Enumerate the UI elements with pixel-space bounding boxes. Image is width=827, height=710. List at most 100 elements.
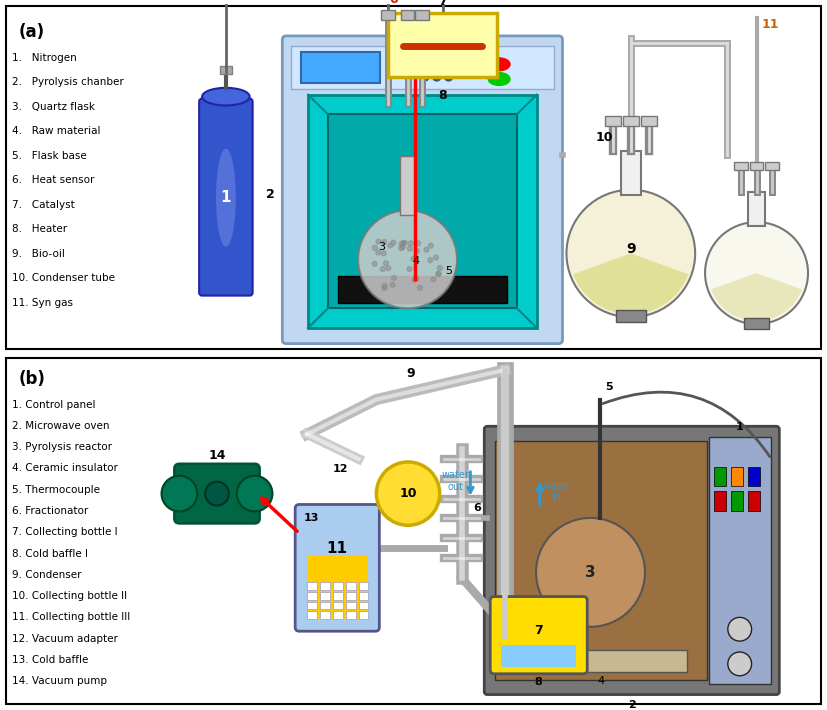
Circle shape [237,476,272,511]
Text: 10: 10 [399,487,417,500]
Circle shape [416,256,421,261]
Circle shape [413,275,418,280]
Circle shape [427,246,432,251]
Text: 6. Fractionator: 6. Fractionator [12,506,88,516]
Bar [731,491,743,511]
Text: 11: 11 [327,540,347,555]
Bar [748,466,759,486]
Circle shape [405,268,410,273]
FancyBboxPatch shape [174,464,260,523]
Bar [291,45,553,89]
Text: 14: 14 [208,449,226,462]
Circle shape [431,265,436,270]
Circle shape [398,270,403,275]
Bar [320,581,330,589]
Circle shape [432,246,437,251]
Circle shape [445,73,452,81]
Bar [399,156,415,215]
Circle shape [427,244,432,249]
Circle shape [445,52,452,60]
Bar [388,13,497,77]
Bar [308,94,537,328]
Circle shape [433,260,437,265]
Text: 5. Thermocouple: 5. Thermocouple [12,485,100,495]
Circle shape [388,266,393,271]
Text: 8.   Heater: 8. Heater [12,224,67,234]
Bar [346,581,356,589]
Text: 9: 9 [626,241,636,256]
Text: 11. Syn gas: 11. Syn gas [12,297,73,307]
Bar [301,52,380,83]
Bar [307,611,317,619]
Circle shape [358,210,457,308]
Bar [400,11,414,20]
Circle shape [404,289,409,294]
Bar [346,601,356,609]
Text: 10: 10 [595,131,613,144]
Bar [307,591,317,599]
Circle shape [432,280,437,285]
Circle shape [566,190,696,317]
Text: 12. Vacuum adapter: 12. Vacuum adapter [12,634,118,644]
Bar [734,163,748,170]
Bar [307,601,317,609]
Bar [220,66,232,74]
Circle shape [428,239,433,243]
Wedge shape [573,253,689,315]
Circle shape [388,274,393,279]
Bar [332,581,342,589]
Text: 4: 4 [598,676,605,686]
Bar [415,11,429,20]
Bar [616,310,646,322]
Text: 3. Pyrolysis reactor: 3. Pyrolysis reactor [12,442,112,452]
Bar [495,441,707,679]
Text: 14. Vacuum pump: 14. Vacuum pump [12,676,107,687]
Bar [359,581,369,589]
Bar [307,555,367,619]
Text: water
in: water in [543,481,571,503]
Text: 2: 2 [628,699,636,709]
Text: 1: 1 [736,422,743,432]
Circle shape [536,518,645,627]
Text: 7.   Catalyst: 7. Catalyst [12,200,74,209]
Circle shape [161,476,197,511]
Circle shape [432,269,437,274]
Bar [337,276,507,303]
Circle shape [421,62,429,70]
Text: 13. Cold baffle: 13. Cold baffle [12,655,88,665]
Bar [359,591,369,599]
FancyBboxPatch shape [199,99,252,295]
Text: 10. Condenser tube: 10. Condenser tube [12,273,115,283]
Ellipse shape [488,58,510,71]
Text: 1: 1 [221,190,231,205]
Bar [621,151,641,195]
Ellipse shape [216,148,236,246]
Bar [605,116,621,126]
Circle shape [401,278,406,283]
Bar [320,591,330,599]
Circle shape [421,285,426,290]
Bar [359,601,369,609]
Text: 5: 5 [605,382,613,392]
Circle shape [410,253,415,258]
Circle shape [400,283,405,288]
Text: 11: 11 [762,18,779,31]
Circle shape [431,258,436,263]
Bar [641,116,657,126]
Text: 4. Ceramic insulator: 4. Ceramic insulator [12,464,118,474]
Text: 2: 2 [265,188,275,201]
Bar [766,163,779,170]
Bar [714,491,726,511]
Bar [307,581,317,589]
Text: 3: 3 [586,565,595,580]
Text: 5: 5 [445,266,452,276]
Text: 7: 7 [438,0,447,9]
Text: (a): (a) [19,23,45,41]
Circle shape [404,250,409,255]
Text: 7: 7 [534,623,543,637]
Circle shape [705,222,808,324]
Circle shape [425,263,430,268]
FancyBboxPatch shape [295,505,380,631]
Circle shape [411,246,416,251]
Text: 1.   Nitrogen: 1. Nitrogen [12,53,77,62]
